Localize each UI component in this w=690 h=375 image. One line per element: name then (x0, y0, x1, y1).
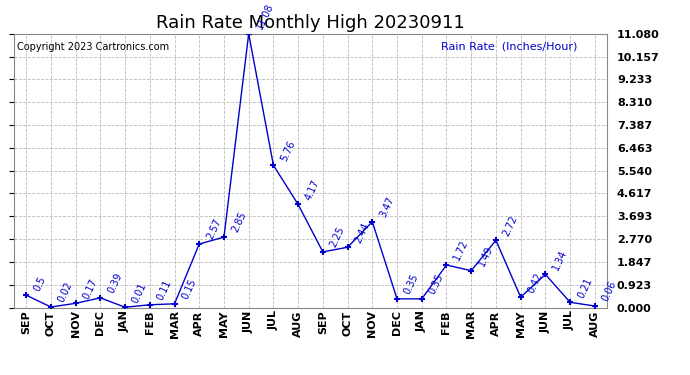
Text: 0.06: 0.06 (600, 280, 618, 303)
Text: 4.17: 4.17 (304, 178, 322, 202)
Text: 0.17: 0.17 (81, 277, 99, 300)
Text: 0.01: 0.01 (130, 281, 149, 304)
Text: 2.25: 2.25 (328, 225, 346, 249)
Title: Rain Rate Monthly High 20230911: Rain Rate Monthly High 20230911 (156, 14, 465, 32)
Text: 0.11: 0.11 (155, 278, 173, 302)
Text: 1.72: 1.72 (452, 238, 471, 262)
Text: 2.85: 2.85 (230, 210, 248, 234)
Text: 0.02: 0.02 (57, 280, 75, 304)
Text: 0.15: 0.15 (180, 277, 198, 301)
Text: 1.49: 1.49 (477, 244, 495, 268)
Text: Copyright 2023 Cartronics.com: Copyright 2023 Cartronics.com (17, 42, 169, 52)
Text: 5.76: 5.76 (279, 139, 297, 162)
Text: 1.34: 1.34 (551, 248, 569, 272)
Text: 3.47: 3.47 (378, 195, 396, 219)
Text: 0.5: 0.5 (32, 274, 48, 292)
Text: 2.57: 2.57 (205, 217, 223, 241)
Text: 2.72: 2.72 (502, 214, 520, 237)
Text: Rain Rate  (Inches/Hour): Rain Rate (Inches/Hour) (441, 42, 578, 52)
Text: 2.44: 2.44 (353, 221, 371, 245)
Text: 11.08: 11.08 (254, 2, 275, 31)
Text: 0.35: 0.35 (427, 272, 446, 296)
Text: 0.39: 0.39 (106, 272, 124, 295)
Text: 0.21: 0.21 (575, 276, 594, 300)
Text: 0.42: 0.42 (526, 271, 544, 294)
Text: 0.35: 0.35 (402, 272, 421, 296)
